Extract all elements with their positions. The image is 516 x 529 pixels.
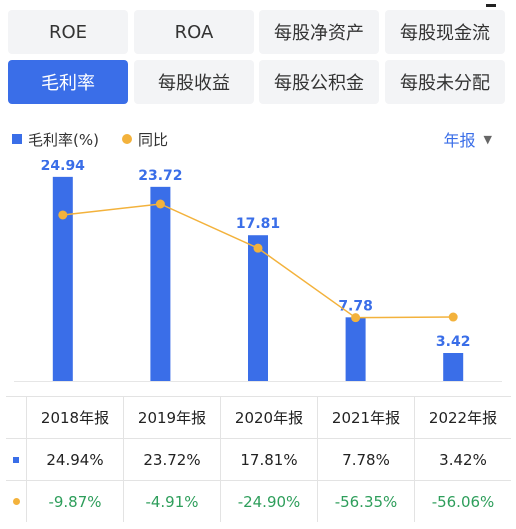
table-cell: 7.78% [317,439,414,480]
table-row: -9.87% -4.91% -24.90% -56.35% -56.06% [6,481,511,522]
table-cell: -24.90% [220,481,317,522]
table-row: 24.94% 23.72% 17.81% 7.78% 3.42% [6,439,511,480]
table-cell: 23.72% [123,439,220,480]
tab-undistributed-per-share[interactable]: 每股未分配 [385,60,505,104]
divider [6,438,511,439]
table-header-cell: 2020年报 [220,397,317,438]
table-cell: -4.91% [123,481,220,522]
line-point [351,313,361,323]
bar-value-label: 24.94 [41,160,86,174]
bar [248,235,268,381]
tab-roe[interactable]: ROE [8,10,128,54]
bar [52,176,73,381]
tab-eps[interactable]: 每股收益 [134,60,254,104]
line-marker-icon [6,481,26,522]
tab-reserve-per-share[interactable]: 每股公积金 [259,60,379,104]
legend-line: 同比 [122,128,168,150]
bar-value-label: 23.72 [138,168,182,184]
data-table: 2018年报 2019年报 2020年报 2021年报 2022年报 24.94… [6,396,511,522]
table-corner [6,397,26,438]
legend-line-label: 同比 [138,130,169,149]
bar-marker-icon [6,439,26,480]
legend-bar-label: 毛利率(%) [28,130,99,149]
tab-net-assets-per-share[interactable]: 每股净资产 [259,10,379,54]
bar-value-label: 7.78 [338,298,373,314]
table-header-row: 2018年报 2019年报 2020年报 2021年报 2022年报 [6,397,511,438]
bar-value-label: 3.42 [436,334,471,350]
chevron-down-icon: ▼ [483,132,492,146]
status-mark [486,4,496,7]
table-header-cell: 2018年报 [26,397,123,438]
gross-margin-chart: 24.94 23.72 17.81 7.78 3.42 [14,160,502,382]
table-header-cell: 2021年报 [317,397,414,438]
line-point [58,210,68,220]
table-cell: -9.87% [26,481,123,522]
table-header-cell: 2022年报 [414,397,511,438]
bar-value-label: 17.81 [236,216,280,232]
table-cell: -56.35% [317,481,414,522]
bar [150,186,171,381]
bar-swatch [12,134,22,144]
line-point [155,199,165,209]
table-header-cell: 2019年报 [123,397,220,438]
line-point [253,243,263,253]
period-selector[interactable]: 年报 ▼ [444,128,492,150]
divider [6,480,511,481]
legend-bar: 毛利率(%) [12,128,99,150]
period-label: 年报 [443,131,476,150]
bar [443,353,464,381]
table-cell: 17.81% [220,439,317,480]
tab-roa[interactable]: ROA [134,10,254,54]
bar [345,317,366,381]
table-cell: -56.06% [414,481,511,522]
chart-legend: 毛利率(%) 同比 年报 ▼ [12,128,506,150]
line-swatch [122,134,132,144]
tab-cash-flow-per-share[interactable]: 每股现金流 [385,10,505,54]
tab-gross-margin[interactable]: 毛利率 [8,60,128,104]
table-cell: 3.42% [414,439,511,480]
table-cell: 24.94% [26,439,123,480]
metric-tabs: ROE ROA 每股净资产 每股现金流 毛利率 每股收益 每股公积金 每股未分配 [0,0,516,110]
line-point [448,312,458,322]
